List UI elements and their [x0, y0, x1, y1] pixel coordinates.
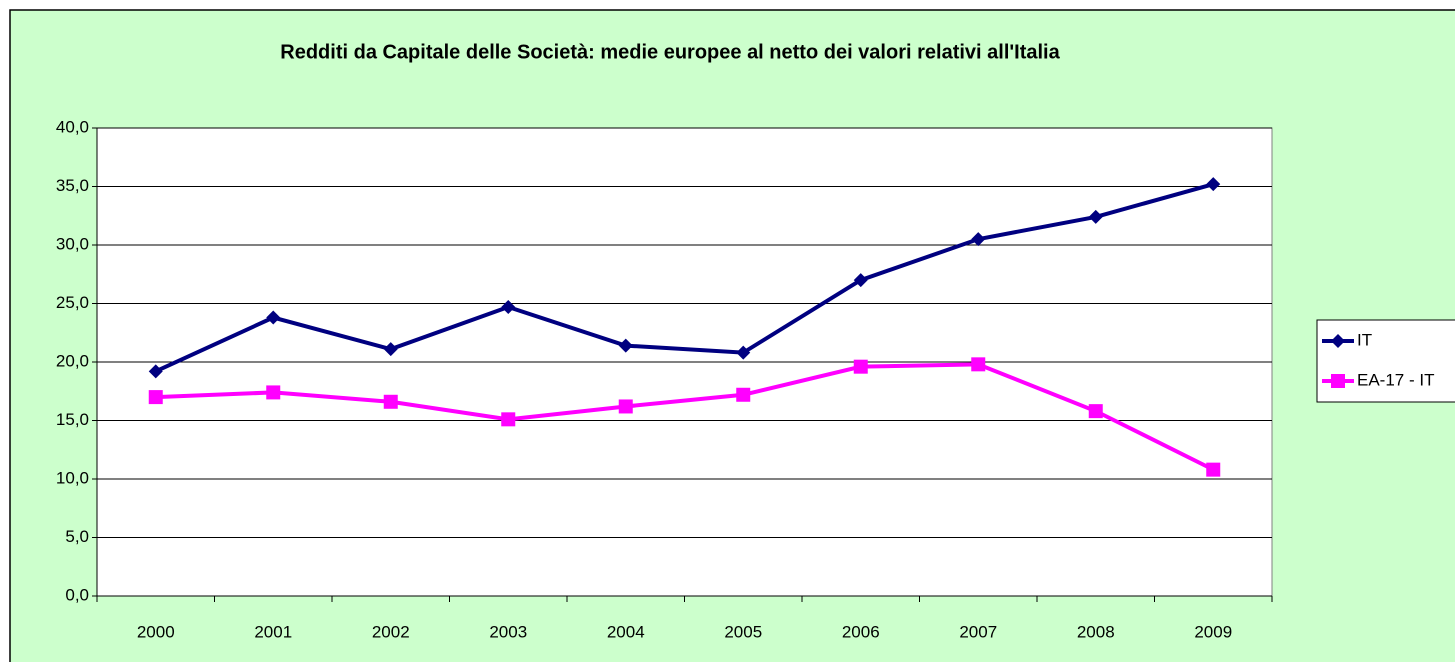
marker — [148, 364, 163, 379]
marker — [1206, 462, 1221, 477]
marker — [383, 342, 398, 357]
series-line — [155, 362, 1215, 472]
marker — [1088, 209, 1103, 224]
x-tick-label: 2008 — [1077, 622, 1115, 641]
y-tick-label: 5,0 — [65, 527, 89, 546]
marker — [1331, 374, 1345, 388]
marker — [618, 399, 633, 414]
y-tick-label: 30,0 — [56, 234, 89, 253]
y-tick-label: 0,0 — [65, 585, 89, 604]
y-tick-label: 20,0 — [56, 351, 89, 370]
legend-label: IT — [1357, 330, 1372, 349]
marker — [1331, 334, 1345, 348]
legend-label: EA-17 - IT — [1357, 370, 1434, 389]
y-tick-label: 35,0 — [56, 176, 89, 195]
y-tick-label: 40,0 — [56, 117, 89, 136]
legend — [1316, 319, 1455, 403]
y-tick-label: 15,0 — [56, 410, 89, 429]
x-tick-label: 2003 — [489, 622, 527, 641]
marker — [266, 310, 281, 325]
marker — [1088, 404, 1103, 419]
marker — [853, 273, 868, 288]
marker — [501, 300, 516, 315]
marker — [501, 412, 516, 427]
chart-title: Redditi da Capitale delle Società: medie… — [280, 41, 1060, 63]
marker — [736, 345, 751, 360]
x-tick-label: 2009 — [1194, 622, 1232, 641]
marker — [383, 394, 398, 409]
y-tick-label: 25,0 — [56, 293, 89, 312]
x-tick-label: 2001 — [254, 622, 292, 641]
x-tick-label: 2007 — [959, 622, 997, 641]
y-tick-label: 10,0 — [56, 468, 89, 487]
x-tick-label: 2006 — [842, 622, 880, 641]
marker — [971, 357, 986, 372]
marker — [618, 338, 633, 353]
marker — [853, 359, 868, 374]
x-tick-label: 2000 — [137, 622, 175, 641]
x-tick-label: 2002 — [372, 622, 410, 641]
x-tick-label: 2004 — [607, 622, 645, 641]
marker — [736, 387, 751, 402]
marker — [148, 390, 163, 405]
series-line — [154, 182, 1214, 374]
x-tick-label: 2005 — [724, 622, 762, 641]
marker — [971, 232, 986, 247]
marker — [266, 385, 281, 400]
marker — [1206, 177, 1221, 192]
